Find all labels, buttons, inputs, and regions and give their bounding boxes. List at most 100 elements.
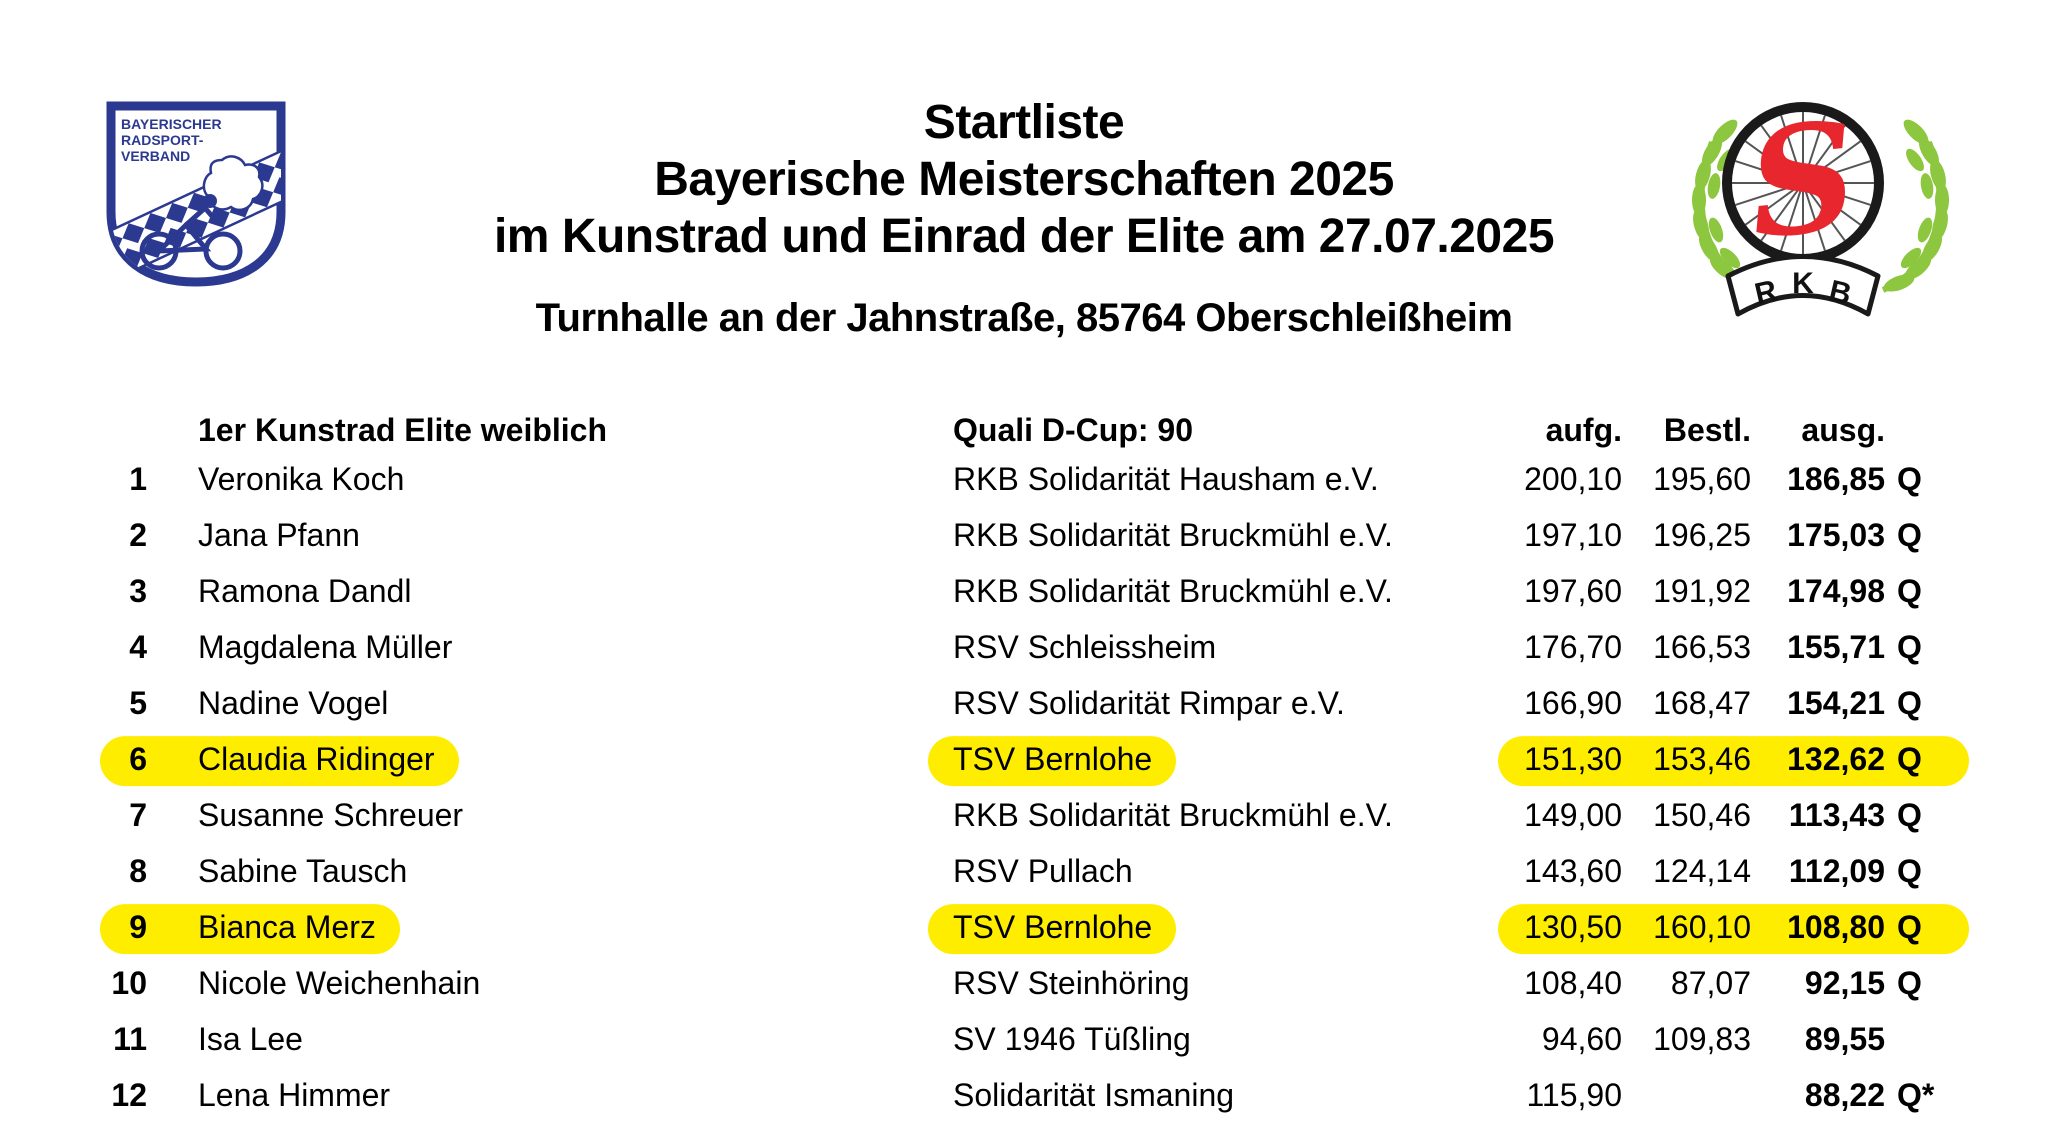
brv-logo-text: BAYERISCHER RADSPORT- VERBAND [121, 116, 222, 164]
club-cell: TSV Bernlohe [928, 736, 1177, 786]
rank-number: 9 [129, 909, 147, 946]
score-bestl: 160,10 [1653, 909, 1751, 946]
athlete-name: Nicole Weichenhain [198, 965, 481, 1002]
score-bestl: 153,46 [1653, 741, 1751, 778]
svg-text:RADSPORT-: RADSPORT- [121, 132, 204, 148]
club-cell: TSV Bernlohe [928, 904, 1177, 954]
club-name: RKB Solidarität Bruckmühl e.V. [953, 517, 1393, 554]
athlete-name: Ramona Dandl [198, 573, 412, 610]
club-name: Solidarität Ismaning [953, 1077, 1235, 1114]
score-ausg: 113,43 [1788, 797, 1885, 834]
score-aufg: 94,60 [1541, 1021, 1622, 1058]
bavaria-map-outline [202, 155, 264, 211]
qualified-flag: Q [1897, 909, 1922, 946]
qualified-flag: Q [1897, 797, 1922, 834]
club-name: TSV Bernlohe [953, 909, 1153, 946]
club-cell: RSV Schleissheim [928, 624, 1240, 674]
brv-logo: BAYERISCHER RADSPORT- VERBAND [106, 101, 286, 287]
score-aufg: 149,00 [1524, 797, 1622, 834]
rank-number: 4 [129, 629, 147, 666]
rank-number: 11 [113, 1021, 147, 1058]
score-aufg: 197,10 [1524, 517, 1622, 554]
table-row: 9 Bianca Merz TSV Bernlohe 130,50 160,10 108,… [0, 901, 2048, 957]
scores-cell: 143,60 124,14 112,09 Q [1498, 848, 1969, 898]
score-ausg: 112,09 [1788, 853, 1885, 890]
club-cell: Solidarität Ismaning [928, 1072, 1258, 1122]
rank-number: 5 [129, 685, 147, 722]
scores-cell: 151,30 153,46 132,62 Q [1498, 736, 1969, 786]
club-name: RSV Steinhöring [953, 965, 1190, 1002]
score-aufg: 108,40 [1524, 965, 1622, 1002]
table-header-row: 1er Kunstrad Elite weiblich Quali D-Cup:… [0, 404, 2048, 460]
score-aufg: 166,90 [1524, 685, 1622, 722]
table-row: 2 Jana Pfann RKB Solidarität Bruckmühl e.V… [0, 509, 2048, 565]
rank-name-cell: 7 Susanne Schreuer [100, 792, 487, 842]
col-header-aufg: aufg. [1545, 412, 1622, 449]
athlete-name: Sabine Tausch [198, 853, 408, 890]
score-aufg: 130,50 [1524, 909, 1622, 946]
scores-cell: 197,60 191,92 174,98 Q [1498, 568, 1969, 618]
club-name: RKB Solidarität Bruckmühl e.V. [953, 797, 1393, 834]
section-title: 1er Kunstrad Elite weiblich [198, 412, 607, 449]
quali-label: Quali D-Cup: 90 [953, 412, 1194, 449]
score-bestl: 109,83 [1653, 1021, 1751, 1058]
athlete-name: Susanne Schreuer [198, 797, 464, 834]
svg-text:BAYERISCHER: BAYERISCHER [121, 116, 222, 132]
score-ausg: 92,15 [1804, 965, 1885, 1002]
score-ausg: 155,71 [1787, 629, 1885, 666]
club-cell: RKB Solidarität Bruckmühl e.V. [928, 568, 1417, 618]
scores-cell: 115,90 88,22 Q* [1498, 1072, 1969, 1122]
table-row: 6 Claudia Ridinger TSV Bernlohe 151,30 153,4… [0, 733, 2048, 789]
rank-name-cell: 12 Lena Himmer [100, 1072, 414, 1122]
rank-name-cell: 2 Jana Pfann [100, 512, 384, 562]
club-name: TSV Bernlohe [953, 741, 1153, 778]
scores-cell: 166,90 168,47 154,21 Q [1498, 680, 1969, 730]
rank-number: 2 [129, 517, 147, 554]
title-line-1: Startliste [923, 96, 1125, 149]
club-name: RSV Schleissheim [953, 629, 1217, 666]
rank-name-cell: 9 Bianca Merz [100, 904, 400, 954]
qualified-flag: Q [1897, 741, 1922, 778]
score-ausg: 89,55 [1804, 1021, 1885, 1058]
rank-number: 7 [129, 797, 147, 834]
score-bestl: 150,46 [1653, 797, 1751, 834]
club-cell: RSV Pullach [928, 848, 1157, 898]
score-ausg: 88,22 [1804, 1077, 1885, 1114]
svg-text:VERBAND: VERBAND [121, 148, 190, 164]
rkb-s-letter: S [1740, 88, 1864, 272]
table-row: 7 Susanne Schreuer RKB Solidarität Bruckmü… [0, 789, 2048, 845]
rank-name-cell: 8 Sabine Tausch [100, 848, 431, 898]
cyclist-icon [139, 194, 243, 271]
scores-cell: 94,60 109,83 89,55 [1498, 1016, 1969, 1066]
club-cell: RSV Steinhöring [928, 960, 1214, 1010]
wheel-spokes [1732, 112, 1874, 254]
score-ausg: 108,80 [1787, 909, 1885, 946]
score-aufg: 197,60 [1524, 573, 1622, 610]
scores-cell: 200,10 195,60 186,85 Q [1498, 456, 1969, 506]
score-ausg: 154,21 [1787, 685, 1885, 722]
club-cell: RSV Solidarität Rimpar e.V. [928, 680, 1369, 730]
score-bestl: 191,92 [1653, 573, 1751, 610]
rank-number: 1 [129, 461, 147, 498]
athlete-name: Nadine Vogel [198, 685, 389, 722]
score-bestl: 195,60 [1653, 461, 1751, 498]
athlete-name: Veronika Koch [198, 461, 405, 498]
table-row: 11 Isa Lee SV 1946 Tüßling 94,60 109,83 89,55 [0, 1013, 2048, 1069]
score-bestl: 168,47 [1653, 685, 1751, 722]
col-header-ausg: ausg. [1801, 412, 1885, 449]
score-aufg: 151,30 [1524, 741, 1622, 778]
rank-name-cell: 5 Nadine Vogel [100, 680, 412, 730]
athlete-name: Isa Lee [198, 1021, 303, 1058]
qualified-flag: Q [1897, 461, 1922, 498]
document-title: Startliste Bayerische Meisterschaften 20… [0, 94, 2048, 265]
score-aufg: 115,90 [1526, 1077, 1623, 1114]
athlete-name: Claudia Ridinger [198, 741, 435, 778]
qualified-flag: Q [1897, 965, 1922, 1002]
title-line-2: Bayerische Meisterschaften 2025 [654, 153, 1394, 206]
qualified-flag: Q [1897, 517, 1922, 554]
quali-cell: Quali D-Cup: 90 [928, 407, 1217, 457]
rkb-banner [1725, 254, 1881, 317]
score-headers-cell: aufg. Bestl. ausg. [1498, 407, 1969, 457]
athlete-name: Lena Himmer [198, 1077, 391, 1114]
